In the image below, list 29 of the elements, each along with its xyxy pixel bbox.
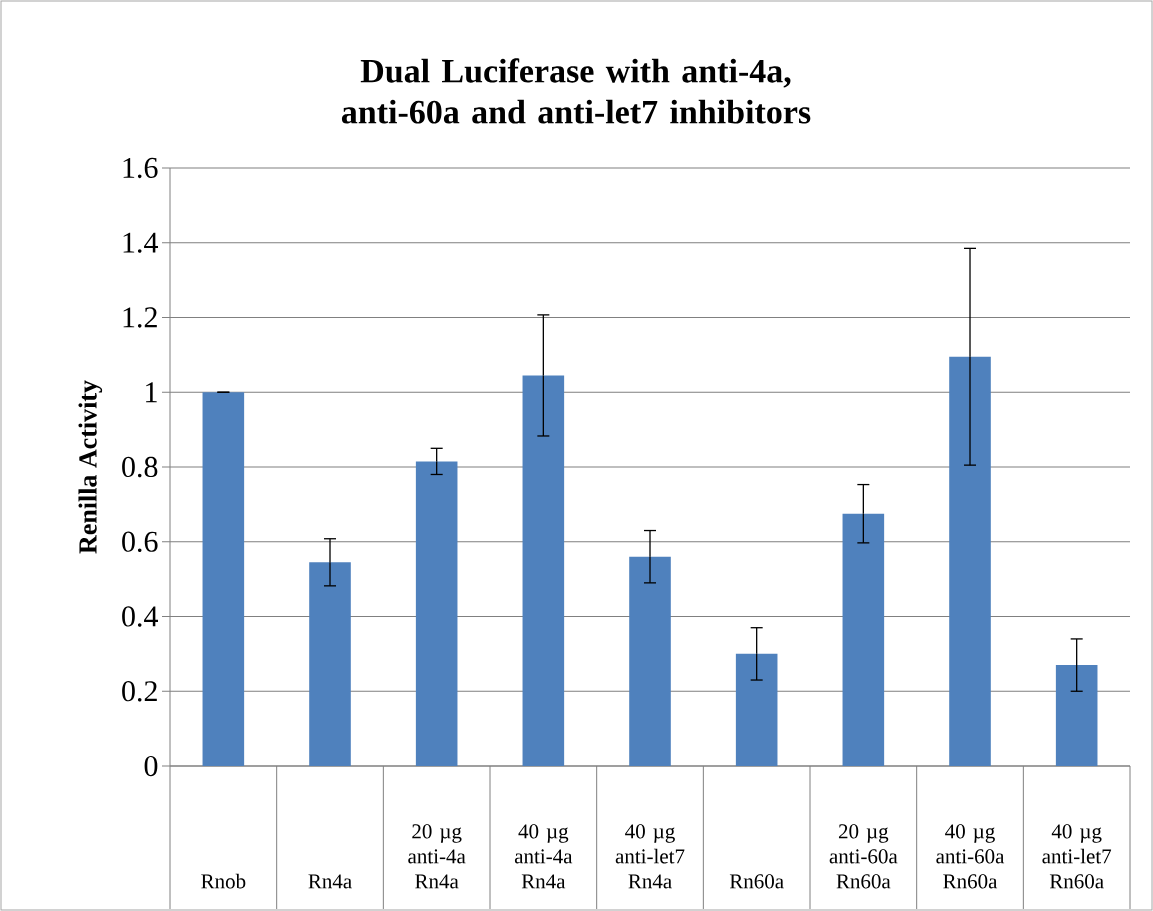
x-tick-label: Rn60a xyxy=(729,874,784,889)
y-tick-label: 1.6 xyxy=(123,157,158,179)
bar xyxy=(949,356,991,766)
y-tick-label: 1.2 xyxy=(123,307,157,328)
x-tick-label: 20 µg anti-4a Rn4a xyxy=(408,824,466,889)
bar xyxy=(309,562,351,766)
bar xyxy=(735,653,778,766)
bar xyxy=(1055,665,1098,766)
y-tick-label: 1.4 xyxy=(123,232,159,253)
x-tick-label: Rnob xyxy=(201,873,246,889)
x-tick-label: 40 µg anti-60a Rn60a xyxy=(936,824,1005,889)
y-tick-label: 1 xyxy=(146,382,157,403)
chart-title: Dual Luciferase with anti-4a, anti-60a and anti-let7 inhibitors xyxy=(341,58,811,124)
x-tick-label: 40 µg anti-let7 Rn60a xyxy=(1042,824,1112,889)
x-tick-label: Rn4a xyxy=(308,874,352,889)
bar xyxy=(842,513,885,766)
y-tick-label: 0 xyxy=(144,755,158,777)
bar xyxy=(522,375,565,766)
x-tick-label: 40 µg anti-let7 Rn4a xyxy=(615,824,685,889)
bar xyxy=(629,556,671,766)
bar xyxy=(415,461,458,766)
y-tick-label: 0.8 xyxy=(122,456,158,478)
bar xyxy=(202,392,245,766)
y-tick-label: 0.6 xyxy=(122,531,158,552)
x-tick-label: 20 µg anti-60a Rn60a xyxy=(829,824,898,889)
y-axis-title: Renilla Activity xyxy=(78,380,103,554)
x-tick-label: 40 µg anti-4a Rn4a xyxy=(514,824,573,889)
y-tick-label: 0.4 xyxy=(122,606,159,627)
y-tick-label: 0.2 xyxy=(122,681,157,702)
